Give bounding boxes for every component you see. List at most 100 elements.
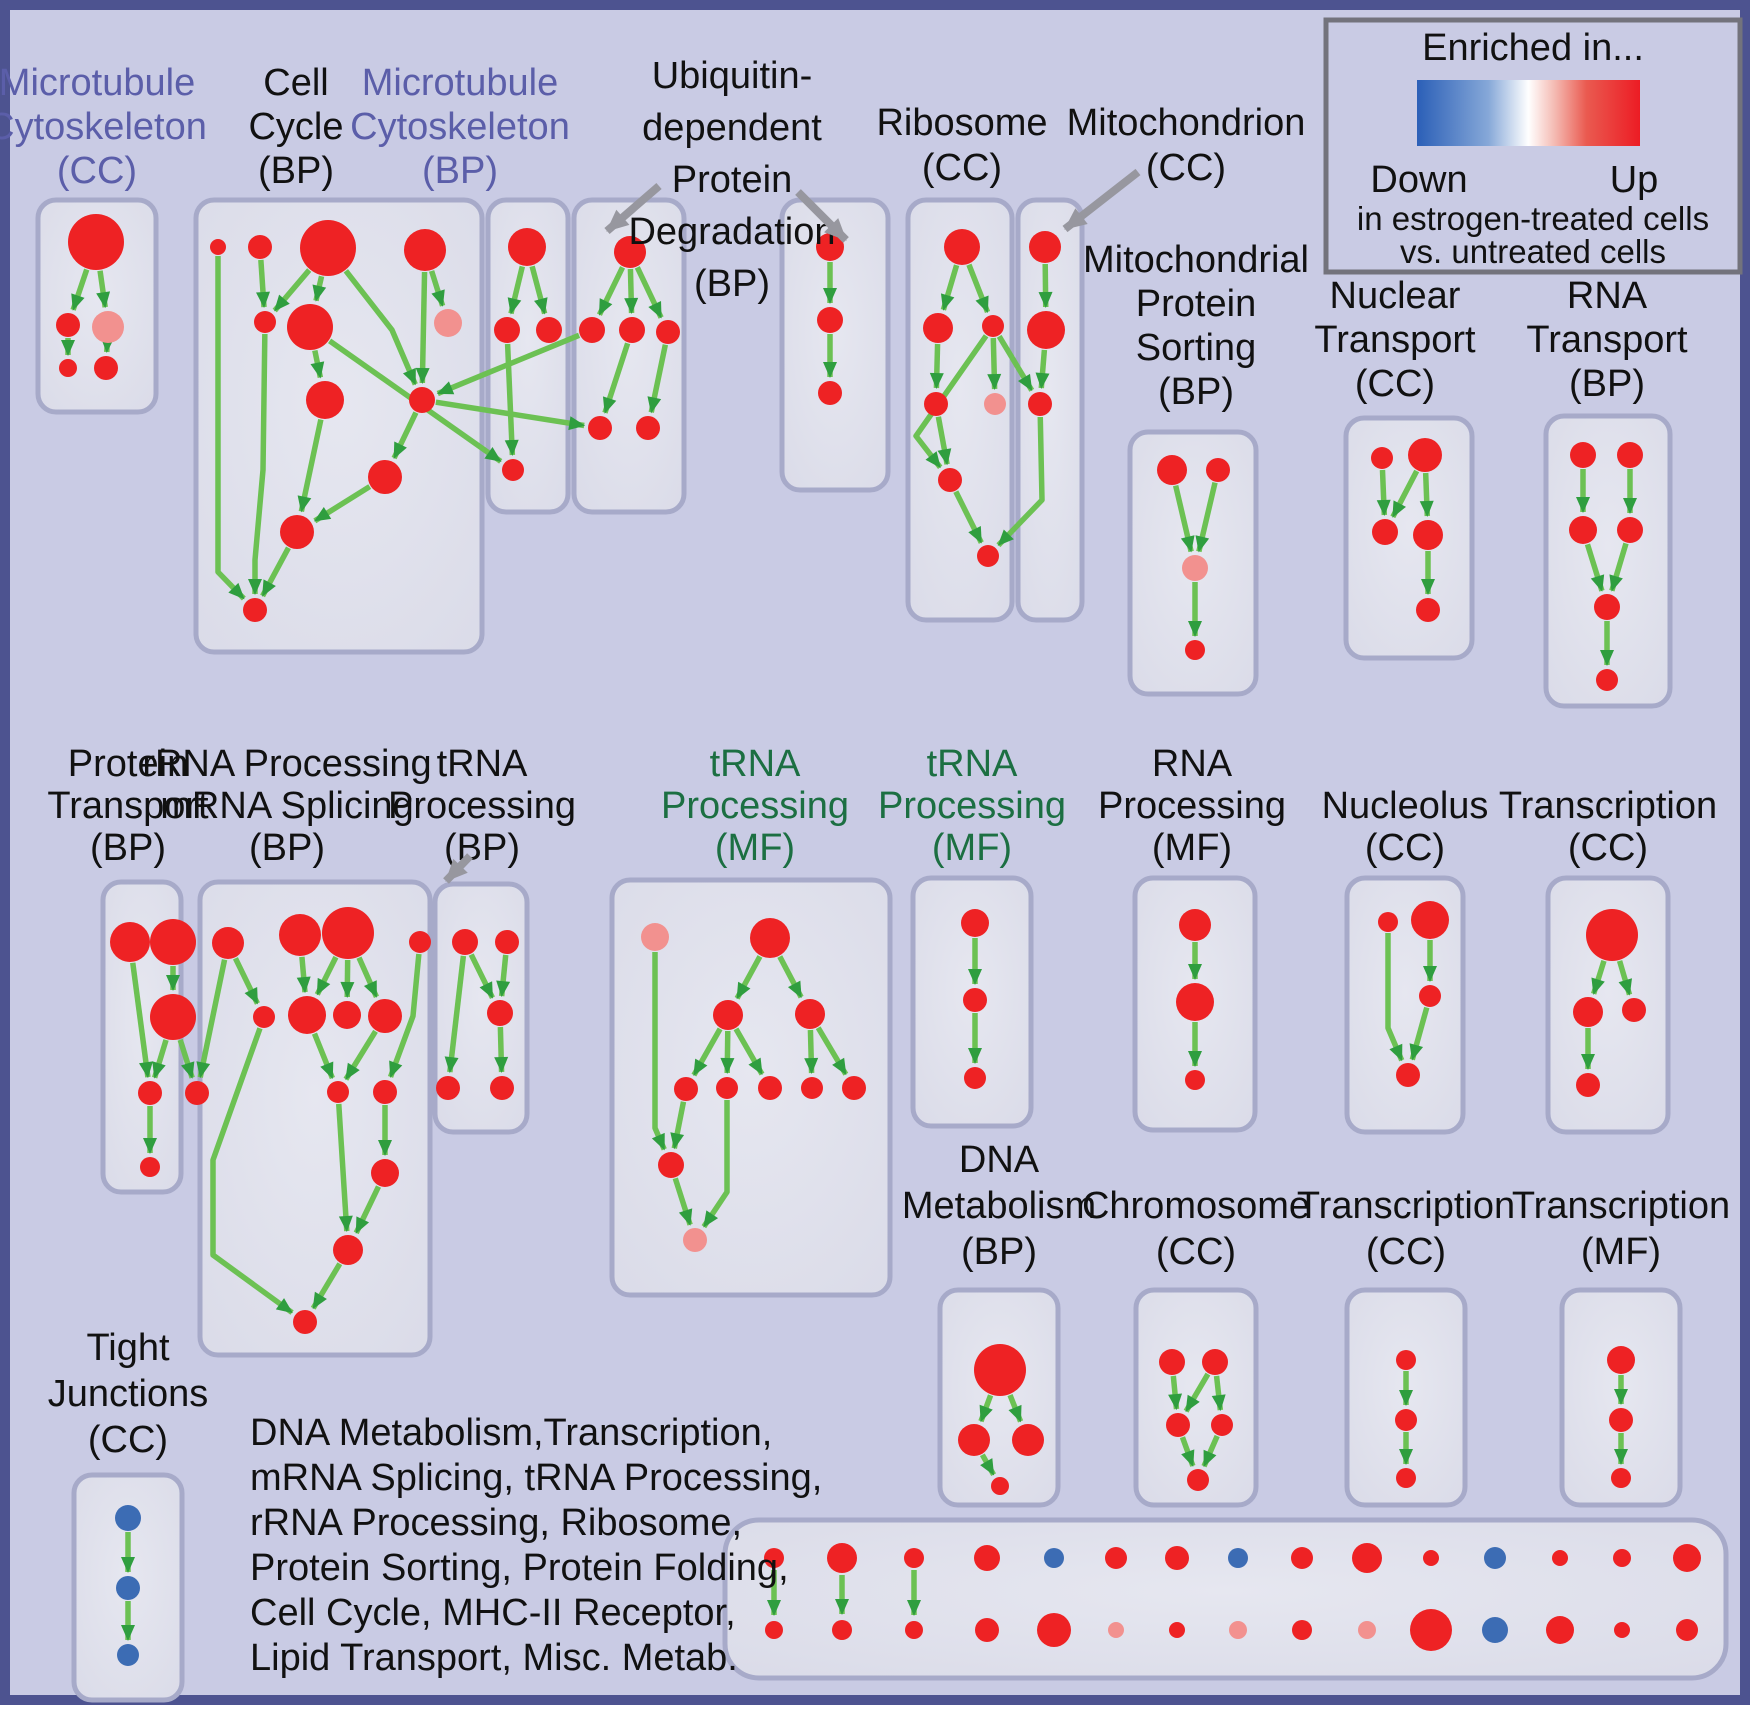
node-strip-top-7 xyxy=(1165,1546,1189,1570)
label-cell-cycle: Cell Cycle (BP) xyxy=(248,62,343,192)
node-strip-top-5 xyxy=(1044,1548,1064,1568)
edge-rb4-rb6 xyxy=(935,416,952,466)
edge-rr3-rrm4 xyxy=(356,956,379,998)
label-mito-sorting: Mitochondrial Protein Sorting (BP) xyxy=(1083,239,1309,413)
edge-rb3-rb5 xyxy=(987,337,1002,391)
label-rna-transport: RNA Transport (BP) xyxy=(1526,275,1688,405)
edge-ua1-uam2 xyxy=(624,268,639,315)
label-transcription-cc1: Transcription (CC) xyxy=(1499,785,1717,869)
node-tm2 xyxy=(713,1000,743,1030)
label-microtubule-bp: Microtubule Cytoskeleton (BP) xyxy=(350,62,570,192)
edge-uam1-cc9 xyxy=(436,332,581,397)
edge-rb1-rb2 xyxy=(940,264,960,311)
edge-pt3-pt4 xyxy=(152,1039,169,1079)
edge-rb3-rb6 xyxy=(913,334,989,470)
node-rb2 xyxy=(923,313,953,343)
box-transcription-cc1 xyxy=(1545,875,1671,1135)
edge-tm3-tms4 xyxy=(804,1029,819,1075)
label-rrna: rRNA Processing mRNA Splicing (BP) xyxy=(142,743,431,869)
node-strip-bottom-2 xyxy=(832,1620,852,1640)
edge-tm2-tms1 xyxy=(691,1027,723,1077)
edge-tm1-tm2 xyxy=(734,955,763,1000)
node-ch4 xyxy=(1211,1414,1233,1436)
edge-tm1-tm3 xyxy=(777,955,804,999)
node-rp1 xyxy=(1179,909,1211,941)
node-ch3 xyxy=(1166,1413,1190,1437)
node-nc2 xyxy=(1411,901,1449,939)
box-nucleolus xyxy=(1344,875,1466,1135)
edge-uam3-ual2 xyxy=(647,344,669,414)
edge-rrp-rrc xyxy=(353,1185,381,1235)
node-strip-top-8 xyxy=(1228,1548,1248,1568)
node-strip-bottom-13 xyxy=(1546,1616,1574,1644)
node-strip-top-9 xyxy=(1291,1547,1313,1569)
node-uam1 xyxy=(579,317,605,343)
node-t3a xyxy=(1607,1346,1635,1374)
edge-pt3-pt5 xyxy=(177,1039,195,1079)
edge-ch2-ch4 xyxy=(1211,1375,1226,1412)
edge-t1a-t1b xyxy=(1591,959,1607,995)
node-rrl1 xyxy=(327,1081,349,1103)
edge-uam2-ual1 xyxy=(602,342,631,414)
legend-line1: in estrogen-treated cells xyxy=(1357,200,1709,237)
node-tms3 xyxy=(758,1076,782,1100)
node-strip-top-2 xyxy=(827,1543,857,1573)
node-strip-top-6 xyxy=(1105,1547,1127,1569)
label-ubiquitin: Ubiquitin-dependent Protein Degradation (BP… xyxy=(628,55,835,305)
edge-cc10-cc11 xyxy=(313,484,372,524)
node-tj3 xyxy=(117,1644,139,1666)
node-ms2 xyxy=(1206,458,1230,482)
label-dna-metabolism: DNA Metabolism (BP) xyxy=(902,1139,1096,1273)
node-pt3 xyxy=(150,994,196,1040)
node-strip-bottom-12 xyxy=(1482,1617,1508,1643)
legend-up-label: Up xyxy=(1610,159,1659,201)
edge-rrm2-rrl1 xyxy=(311,1032,335,1080)
label-rna-processing-mf: RNA Processing (MF) xyxy=(1098,743,1286,869)
node-mbp4 xyxy=(502,459,524,481)
edge-rr4-rrl2 xyxy=(387,953,422,1078)
node-ch2 xyxy=(1202,1349,1228,1375)
node-rb6 xyxy=(938,468,962,492)
node-cc10 xyxy=(368,460,402,494)
edge-rr1-rrm1 xyxy=(232,957,260,1005)
node-strip-bottom-1 xyxy=(765,1621,783,1639)
node-t2c xyxy=(1396,1468,1416,1488)
node-cc6 xyxy=(287,304,333,350)
edge-dm2-dm4 xyxy=(979,1453,996,1477)
node-cc5 xyxy=(254,311,276,333)
node-pt2 xyxy=(150,919,196,965)
node-rb3 xyxy=(982,315,1004,337)
node-nt3 xyxy=(1372,519,1398,545)
label-mitochondrion: Mitochondrion (CC) xyxy=(1067,102,1306,189)
node-strip-bottom-6 xyxy=(1108,1622,1124,1638)
annotation-arrow-mitochondrion xyxy=(1062,168,1141,233)
edge-cc9-cc10 xyxy=(391,411,419,460)
box-ubiquitin-b xyxy=(779,197,891,493)
node-t3c xyxy=(1611,1468,1631,1488)
node-ch5 xyxy=(1187,1469,1209,1491)
edge-tb1-tb4 xyxy=(444,955,467,1074)
node-rt1 xyxy=(1570,442,1596,468)
node-rp2 xyxy=(1176,983,1214,1021)
node-cc3 xyxy=(300,220,356,276)
edge-ms2-ms3 xyxy=(1195,482,1218,553)
node-mbp3 xyxy=(536,317,562,343)
node-cc1 xyxy=(210,239,226,255)
node-mc4 xyxy=(59,359,77,377)
edge-tms1-tmc xyxy=(670,1101,687,1150)
node-pt5 xyxy=(185,1081,209,1105)
node-mt2 xyxy=(1027,311,1065,349)
edge-cc3-cc6 xyxy=(312,275,327,302)
node-strip-bottom-3 xyxy=(905,1621,923,1639)
node-nc1 xyxy=(1378,912,1398,932)
node-nt2 xyxy=(1408,438,1442,472)
node-pt4 xyxy=(138,1081,162,1105)
edge-ch2-ch3 xyxy=(1183,1372,1211,1413)
node-strip-top-13 xyxy=(1552,1550,1568,1566)
legend-title: Enriched in... xyxy=(1422,27,1644,69)
node-t1d xyxy=(1576,1073,1600,1097)
node-tj1 xyxy=(115,1505,141,1531)
